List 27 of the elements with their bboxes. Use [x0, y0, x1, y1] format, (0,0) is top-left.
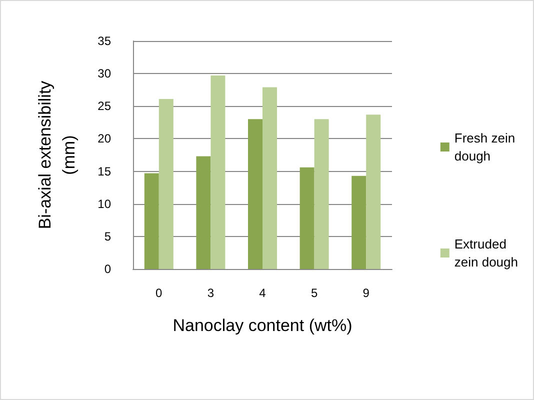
- y-tick-label: 30: [98, 66, 112, 81]
- legend-label: Extruded zein dough: [454, 236, 518, 270]
- x-tick-label: 9: [362, 286, 370, 300]
- bar: [210, 76, 226, 269]
- y-tick-label: 35: [98, 34, 112, 48]
- legend-label: Fresh zein dough: [454, 130, 516, 164]
- bar: [352, 176, 366, 269]
- x-axis-title: Nanoclay content (wt%): [172, 316, 352, 335]
- bar: [300, 167, 314, 269]
- bar: [366, 114, 381, 269]
- x-tick-label: 4: [259, 286, 266, 300]
- bar: [262, 87, 278, 269]
- y-tick-label: 20: [98, 132, 112, 146]
- bar: [144, 173, 159, 269]
- y-tick-label: 10: [98, 196, 112, 211]
- x-tick-label: 5: [310, 286, 318, 300]
- y-axis-title: Bi-axial extensibility (mm): [36, 80, 78, 230]
- x-tick-label: 3: [207, 286, 214, 300]
- bar: [314, 119, 329, 269]
- y-tick-label: 15: [98, 164, 112, 178]
- y-tick-label: 25: [98, 99, 112, 114]
- bar: [196, 156, 211, 269]
- y-tick-label: 5: [104, 229, 112, 244]
- y-tick-label: 0: [104, 262, 112, 276]
- x-tick-label: 0: [156, 286, 163, 300]
- bar: [158, 98, 174, 269]
- bar: [248, 119, 262, 269]
